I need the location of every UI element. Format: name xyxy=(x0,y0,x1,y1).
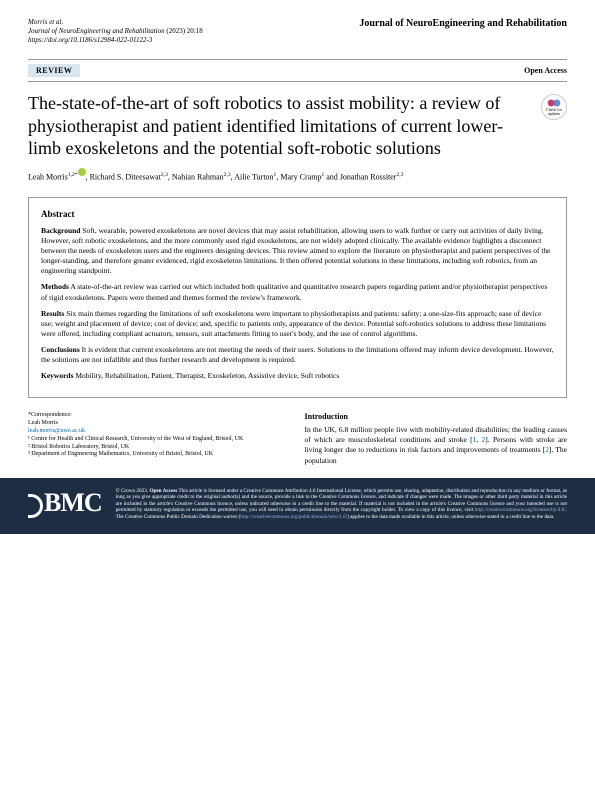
introduction-column: Introduction In the UK, 6.8 million peop… xyxy=(305,412,568,465)
license-body-3: ) applies to the data made available in … xyxy=(347,514,554,520)
abstract-background-text: Soft, wearable, powered exoskeletons are… xyxy=(41,226,551,276)
affiliation-3: ³ Department of Engineering Mathematics,… xyxy=(28,451,291,459)
body-columns: *Correspondence: Leah Morris leah.morris… xyxy=(28,412,567,465)
bmc-logo: BMC xyxy=(28,488,102,518)
abstract-results-label: Results xyxy=(41,309,64,318)
review-badge: REVIEW xyxy=(28,64,80,77)
abstract-background-label: Background xyxy=(41,226,80,235)
abstract-box: Abstract Background Soft, wearable, powe… xyxy=(28,197,567,399)
abstract-conclusions: Conclusions It is evident that current e… xyxy=(41,345,554,365)
abstract-keywords: Keywords Mobility, Rehabilitation, Patie… xyxy=(41,371,554,381)
abstract-methods-text: A state-of-the-art review was carried ou… xyxy=(41,282,547,301)
header-row: Morris et al. Journal of NeuroEngineerin… xyxy=(28,18,567,45)
open-access-badge: Open Access xyxy=(524,66,567,75)
abstract-conclusions-text: It is evident that current exoskeletons … xyxy=(41,345,554,364)
author[interactable]: Mary Cramp xyxy=(280,172,321,181)
introduction-body: In the UK, 6.8 million people live with … xyxy=(305,425,568,466)
abstract-background: Background Soft, wearable, powered exosk… xyxy=(41,226,554,277)
article-title: The-state-of-the-art of soft robotics to… xyxy=(28,92,533,160)
abstract-keywords-label: Keywords xyxy=(41,371,74,380)
license-url-1[interactable]: http://creativecommons.org/licenses/by/4… xyxy=(475,507,566,513)
abstract-conclusions-label: Conclusions xyxy=(41,345,80,354)
abstract-results-text: Six main themes regarding the limitation… xyxy=(41,309,546,338)
license-text: © Crown 2023. Open Access This article i… xyxy=(116,488,567,521)
introduction-heading: Introduction xyxy=(305,412,568,423)
citation-year-id: (2023) 20:18 xyxy=(166,27,202,35)
abstract-heading: Abstract xyxy=(41,208,554,220)
citation-block: Morris et al. Journal of NeuroEngineerin… xyxy=(28,18,203,45)
license-copyright: © Crown 2023. xyxy=(116,488,150,494)
author[interactable]: Ailie Turton xyxy=(234,172,273,181)
affiliation-1: ¹ Centre for Health and Clinical Researc… xyxy=(28,436,291,444)
correspondence-email[interactable]: leah.morris@uwe.ac.uk xyxy=(28,428,85,434)
journal-name: Journal of NeuroEngineering and Rehabili… xyxy=(359,18,567,29)
author[interactable]: Richard S. Diteesawat xyxy=(90,172,161,181)
correspondence-name: Leah Morris xyxy=(28,420,291,428)
check-updates-label: Check for updates xyxy=(542,108,566,116)
bmc-text: BMC xyxy=(44,488,102,518)
license-oa-label: Open Access xyxy=(149,488,177,494)
abstract-methods: Methods A state-of-the-art review was ca… xyxy=(41,282,554,302)
abstract-keywords-text: Mobility, Rehabilitation, Patient, Thera… xyxy=(75,371,339,380)
bmc-half-icon xyxy=(28,490,42,516)
license-url-2[interactable]: http://creativecommons.org/publicdomain/… xyxy=(240,514,347,520)
check-updates-icon[interactable]: Check for updates xyxy=(541,94,567,120)
citation-journal: Journal of NeuroEngineering and Rehabili… xyxy=(28,27,165,35)
review-bar: REVIEW Open Access xyxy=(28,59,567,82)
doi-link[interactable]: https://doi.org/10.1186/s12984-022-01122… xyxy=(28,36,203,45)
citation-authors: Morris et al. xyxy=(28,18,63,26)
correspondence-block: *Correspondence: Leah Morris leah.morris… xyxy=(28,412,291,465)
author[interactable]: Leah Morris xyxy=(28,172,68,181)
orcid-icon[interactable] xyxy=(78,168,86,176)
correspondence-label: *Correspondence: xyxy=(28,412,291,420)
abstract-results: Results Six main themes regarding the li… xyxy=(41,309,554,339)
authors-line: Leah Morris1,2*, Richard S. Diteesawat2,… xyxy=(28,168,567,183)
footer-license: BMC © Crown 2023. Open Access This artic… xyxy=(0,478,595,535)
author[interactable]: Nahian Rahman xyxy=(172,172,224,181)
author[interactable]: Jonathan Rossiter xyxy=(340,172,397,181)
abstract-methods-label: Methods xyxy=(41,282,69,291)
